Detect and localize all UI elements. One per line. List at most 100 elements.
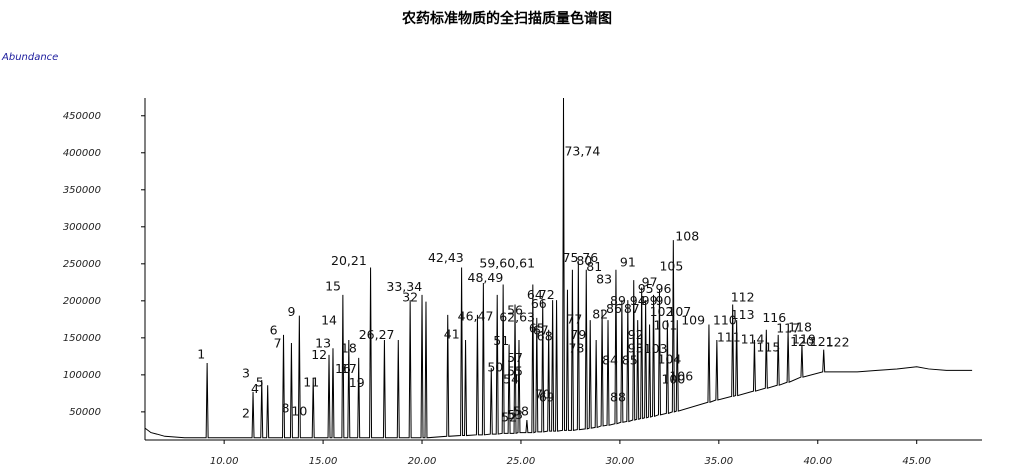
peak-label: 48,49	[468, 270, 504, 285]
peak-label: 10	[291, 403, 307, 418]
peak-label: 94	[630, 293, 646, 308]
peak-label: 65	[529, 320, 545, 335]
peak-label: 114	[741, 332, 765, 347]
peak-label: 12	[311, 347, 327, 362]
peak-label: 67	[533, 323, 549, 338]
peak-label: 101	[654, 318, 678, 333]
y-tick-label: 100000	[63, 370, 101, 381]
peak-label: 68	[537, 329, 553, 344]
peak-label: 32	[402, 289, 418, 304]
x-tick-label: 40.00	[803, 456, 832, 467]
peak-label: 95	[638, 281, 654, 296]
peak-label: 121	[810, 334, 834, 349]
peak-label: 91	[620, 255, 636, 270]
peak-label: 86	[606, 301, 622, 316]
peak-label: 96	[656, 281, 672, 296]
peak-label: 83	[596, 272, 612, 287]
peak-label: 77	[566, 312, 582, 327]
peak-label: 111	[717, 329, 741, 344]
y-tick-label: 50000	[69, 407, 101, 418]
peak-label: 20,21	[331, 253, 367, 268]
peak-label: 4	[251, 381, 259, 396]
peak-label: 33,34	[386, 279, 422, 294]
peak-label: 53	[507, 407, 523, 422]
peak-label: 93	[628, 340, 644, 355]
chromatogram-trace	[144, 97, 973, 439]
y-tick-label: 350000	[63, 185, 101, 196]
peak-label: 97	[642, 275, 658, 290]
peak-label: 69	[539, 389, 555, 404]
peak-label: 116	[762, 310, 786, 325]
y-tick-label: 400000	[63, 148, 101, 159]
peak-label: 115	[756, 340, 780, 355]
y-tick-label: 150000	[63, 333, 101, 344]
peak-label: 62,63	[499, 309, 535, 324]
peak-label: 75	[563, 250, 579, 265]
peak-label: 89	[610, 293, 626, 308]
x-tick-label: 10.00	[210, 456, 239, 467]
peak-label: 57	[507, 350, 523, 365]
peak-label: 85	[622, 352, 638, 367]
peak-label: 72	[539, 287, 555, 302]
peak-label: 70	[535, 386, 551, 401]
y-axis-label: Abundance	[1, 52, 58, 63]
peak-label: 8	[282, 400, 290, 415]
peak-label: 117	[776, 320, 800, 335]
peak-label: 2	[242, 406, 250, 421]
peak-label: 92	[628, 327, 644, 342]
peak-label: 5	[256, 375, 264, 390]
peak-label: 42,43	[428, 250, 464, 265]
x-tick-label: 45.00	[902, 456, 931, 467]
peak-label: 87	[624, 301, 640, 316]
peak-label: 107	[667, 304, 691, 319]
peak-label: 90	[656, 293, 672, 308]
peak-label: 16	[335, 361, 351, 376]
peak-label: 82	[592, 306, 608, 321]
peak-label: 19	[349, 375, 365, 390]
peak-label: 84	[602, 352, 618, 367]
peak-label: 113	[731, 307, 755, 322]
peak-label: 79	[570, 327, 586, 342]
peak-label: 9	[287, 304, 295, 319]
peak-label: 105	[659, 258, 683, 273]
peak-label: 7	[274, 335, 282, 350]
peak-label: 73,74	[564, 144, 600, 159]
peak-label: 56	[507, 303, 523, 318]
peak-label: 106	[669, 369, 693, 384]
peak-label: 80	[576, 253, 592, 268]
peak-label: 88	[610, 389, 626, 404]
y-tick-label: 450000	[63, 111, 101, 122]
peak-label: 52	[501, 409, 517, 424]
peak-label: 26,27	[359, 327, 395, 342]
peak-label: 120	[790, 334, 814, 349]
peak-label: 118	[788, 320, 812, 335]
y-tick-label: 250000	[63, 259, 101, 270]
peak-label: 122	[826, 335, 850, 350]
peak-label: 102	[650, 304, 674, 319]
peak-label: 76	[582, 250, 598, 265]
x-tick-label: 15.00	[309, 456, 338, 467]
peak-label: 104	[657, 352, 681, 367]
x-tick-label: 25.00	[507, 456, 536, 467]
peak-label: 55	[507, 363, 523, 378]
peak-label: 59,60,61	[479, 255, 535, 270]
peak-label: 103	[644, 341, 668, 356]
peak-label: 41	[444, 326, 460, 341]
y-tick-label: 300000	[63, 222, 101, 233]
peak-label: 78	[568, 340, 584, 355]
chart-title: 农药标准物质的全扫描质量色谱图	[401, 10, 612, 27]
x-tick-label: 30.00	[606, 456, 635, 467]
peak-label: 66	[531, 296, 547, 311]
peak-label: 50	[487, 360, 503, 375]
peak-label: 17	[341, 361, 357, 376]
peak-label: 11	[303, 375, 319, 390]
peak-label: 51	[493, 333, 509, 348]
peak-label: 109	[681, 312, 705, 327]
x-tick-label: 35.00	[705, 456, 734, 467]
peak-label: 81	[586, 259, 602, 274]
peak-label: 58	[513, 403, 529, 418]
peak-label: 6	[270, 323, 278, 338]
peak-label: 110	[713, 312, 737, 327]
peak-label: 18	[341, 340, 357, 355]
